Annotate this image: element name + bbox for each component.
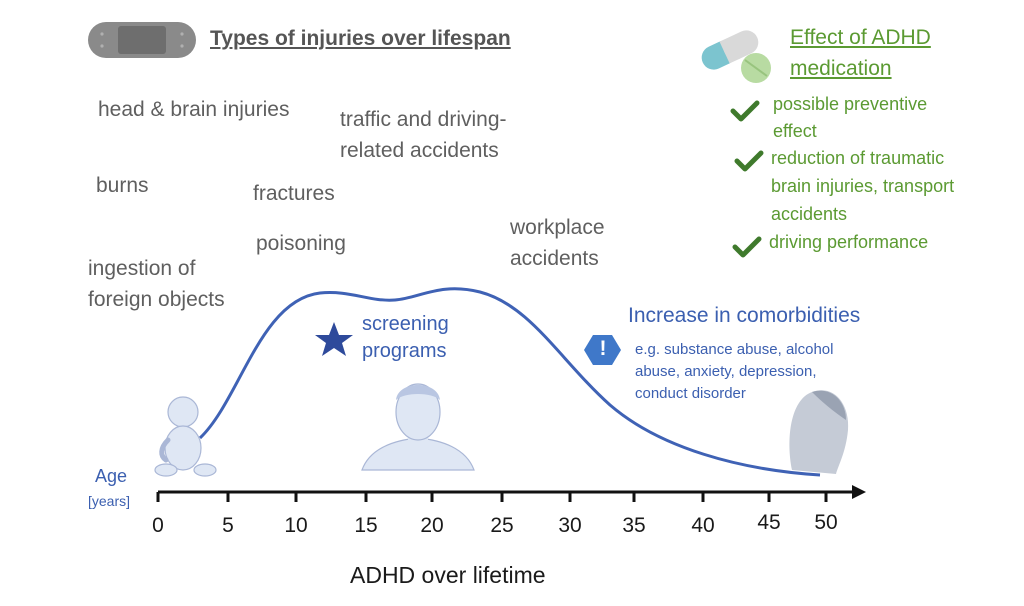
- adult-face-icon: [361, 383, 475, 471]
- elderly-head-icon: [789, 390, 849, 474]
- medication-effect: possible preventive: [773, 94, 928, 114]
- star-icon: [315, 322, 353, 356]
- axis-tick-label: 45: [757, 511, 781, 534]
- screening-label-line2: programs: [362, 340, 447, 362]
- axis-tick-label: 20: [420, 514, 444, 537]
- axis-tick-label: 40: [691, 514, 715, 537]
- caption: ADHD over lifetime: [350, 562, 546, 588]
- injury-item: head & brain injuries: [98, 98, 290, 121]
- injury-item: foreign objects: [88, 288, 225, 311]
- injury-item: poisoning: [256, 232, 346, 255]
- axis-unit: [years]: [88, 493, 131, 509]
- bandage-icon: [88, 22, 196, 58]
- injuries-heading: Types of injuries over lifespan: [210, 27, 511, 50]
- medication-heading-line2: medication: [790, 57, 892, 80]
- injury-item: related accidents: [340, 139, 499, 162]
- medication-heading-line1: Effect of ADHD: [790, 26, 931, 49]
- tablet-icon: [741, 53, 771, 83]
- axis-tick-label: 0: [152, 514, 164, 537]
- axis-tick-label: 30: [558, 514, 582, 537]
- pill-capsule-icon: [701, 30, 759, 70]
- comorbidities-line: conduct disorder: [635, 385, 746, 402]
- screening-label-line1: screening: [362, 313, 449, 335]
- medication-effect: accidents: [771, 204, 848, 224]
- check-icon: [734, 150, 764, 172]
- axis-label: Age: [95, 466, 128, 486]
- injury-item: workplace: [510, 216, 605, 239]
- axis-tick-label: 10: [284, 514, 308, 537]
- axis-tick-label: 35: [622, 514, 646, 537]
- medication-effect: driving performance: [769, 232, 929, 252]
- comorbidities-line: abuse, anxiety, depression,: [635, 363, 817, 380]
- medication-effect: reduction of traumatic: [771, 148, 945, 168]
- axis-tick-label: 5: [222, 514, 234, 537]
- baby-icon: [154, 396, 217, 477]
- check-icon: [730, 100, 760, 122]
- axis-tick-label: 15: [354, 514, 378, 537]
- alert-symbol: !: [599, 337, 607, 360]
- injury-item: accidents: [510, 247, 599, 270]
- medication-effect: effect: [773, 121, 817, 141]
- check-icon: [732, 236, 762, 258]
- comorbidities-title: Increase in comorbidities: [628, 304, 861, 327]
- injury-item: burns: [96, 174, 149, 197]
- injury-item: fractures: [253, 182, 335, 205]
- adhd-curve: [198, 287, 821, 477]
- comorbidities-line: e.g. substance abuse, alcohol: [635, 341, 834, 358]
- injury-item: ingestion of: [88, 257, 196, 280]
- axis-tick-label: 25: [490, 514, 514, 537]
- medication-effect: brain injuries, transport: [771, 176, 955, 196]
- age-axis: [156, 485, 866, 502]
- alert-hexagon-icon: [584, 335, 621, 365]
- axis-tick-label: 50: [814, 511, 838, 534]
- injury-item: traffic and driving-: [340, 108, 507, 131]
